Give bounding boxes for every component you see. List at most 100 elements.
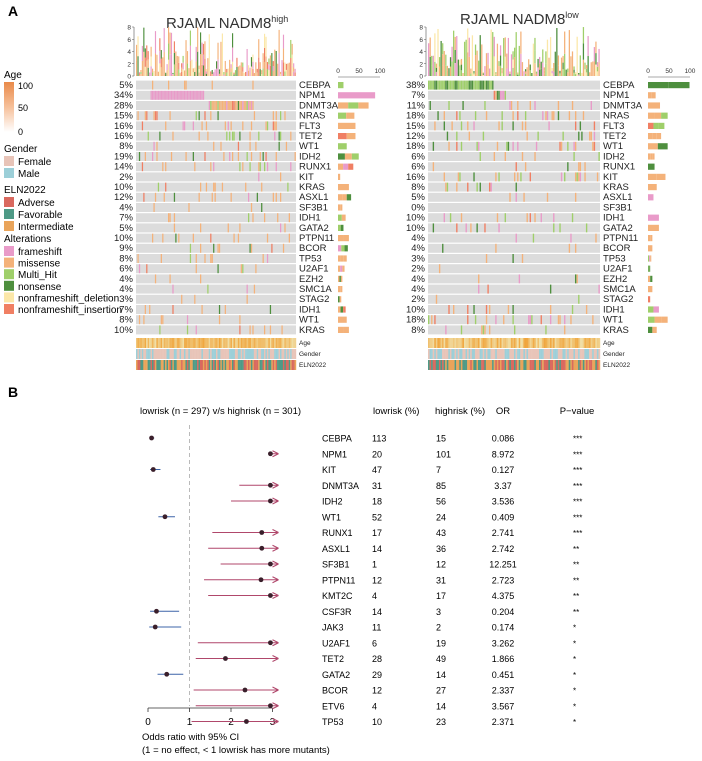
- annotation-cell-eln2022: [432, 360, 435, 370]
- annotation-cell-age: [200, 338, 202, 348]
- mutation-cell: [573, 152, 575, 161]
- annotation-cell-age: [571, 338, 574, 348]
- mutation-cell: [242, 101, 244, 110]
- sample-count-bar: [501, 68, 503, 71]
- annotation-cell-age: [223, 338, 225, 348]
- annotation-cell-gender: [140, 349, 143, 359]
- annotation-cell-age: [474, 338, 477, 348]
- sample-count-bar: [208, 34, 210, 56]
- sample-count-bar: [160, 50, 162, 59]
- age-tick-50: 50: [18, 103, 28, 113]
- sample-count-bar: [438, 66, 441, 76]
- ci-arrow-kmt2c: [272, 592, 279, 599]
- gene-frequency-bar: [648, 255, 650, 262]
- annotation-cell-gender: [488, 349, 491, 359]
- annotation-cell-age: [509, 338, 512, 348]
- mutation-cell: [520, 172, 522, 182]
- mutation-cell: [153, 111, 155, 121]
- sample-count-bar: [471, 35, 474, 76]
- sample-count-bar: [507, 37, 510, 76]
- mutation-cell: [553, 223, 555, 233]
- annotation-cell-eln2022: [592, 360, 594, 370]
- gene-percent: 2%: [119, 172, 133, 183]
- annotation-cell-eln2022: [147, 360, 150, 370]
- annotation-cell-gender: [509, 349, 512, 359]
- gene-frequency-bar: [343, 255, 347, 262]
- sample-count-bar: [264, 61, 266, 76]
- mutation-cell: [540, 213, 542, 223]
- sample-count-bar: [274, 49, 276, 76]
- gene-name: IDH2: [603, 151, 625, 162]
- mutation-cell: [144, 152, 146, 161]
- mutation-cell: [200, 182, 202, 192]
- mutation-cell: [568, 243, 571, 253]
- mutation-cell: [278, 141, 280, 151]
- mutation-cell: [462, 101, 464, 110]
- annotation-cell-gender: [160, 349, 163, 359]
- sample-count-bar: [467, 28, 469, 53]
- mutation-cell: [443, 111, 445, 121]
- ci-arrow-u2af1: [272, 639, 279, 647]
- mutation-cell: [236, 101, 238, 110]
- gene-name: U2AF1: [299, 264, 329, 275]
- annotation-cell-eln2022: [518, 360, 521, 370]
- annotation-cell-gender: [479, 349, 482, 359]
- sample-count-bar: [535, 71, 538, 74]
- annotation-cell-age: [234, 338, 237, 348]
- annotation-cell-gender: [266, 349, 269, 359]
- sample-count-bar: [217, 59, 219, 76]
- mutation-cell: [173, 213, 176, 223]
- gene-frequency-bar: [661, 112, 668, 119]
- sample-count-bar: [179, 72, 181, 74]
- mutation-cell: [460, 121, 463, 131]
- annotation-cell-age: [189, 338, 192, 348]
- mutation-cell: [488, 80, 491, 90]
- mutation-cell: [490, 80, 492, 90]
- annotation-cell-gender: [524, 349, 527, 359]
- sample-count-bar: [232, 47, 234, 62]
- gene-frequency-bar: [344, 245, 348, 252]
- mutation-cell: [443, 121, 445, 131]
- sample-count-bar: [140, 69, 142, 72]
- mutation-cell: [288, 233, 290, 243]
- annotation-cell-age: [496, 338, 499, 348]
- annotation-cell-eln2022: [434, 360, 437, 370]
- gene-row-background: [136, 305, 296, 314]
- annotation-cell-age: [191, 338, 193, 348]
- mutation-cell: [445, 80, 447, 90]
- annotation-cell-eln2022: [429, 360, 432, 370]
- annotation-cell-eln2022: [202, 360, 205, 370]
- mutation-cell: [451, 80, 453, 90]
- sample-count-bar: [291, 43, 293, 55]
- sample-count-bar: [245, 71, 247, 76]
- annotation-cell-age: [256, 338, 259, 348]
- mutation-cell: [526, 213, 528, 223]
- gene-name: KRAS: [299, 182, 325, 193]
- mutation-cell: [542, 111, 544, 121]
- annotation-cell-eln2022: [237, 360, 240, 370]
- gene-percent: 6%: [411, 151, 425, 162]
- gene-row-background: [136, 131, 296, 141]
- annotation-cell-eln2022: [574, 360, 577, 370]
- mutation-cell: [210, 162, 212, 172]
- annotation-cell-gender: [448, 349, 451, 359]
- sample-count-bar: [498, 71, 500, 76]
- annotation-cell-eln2022: [473, 360, 476, 370]
- sample-count-bar: [172, 74, 174, 76]
- mutation-cell: [493, 152, 496, 161]
- sample-count-bar: [259, 62, 261, 70]
- annotation-cell-age: [249, 338, 252, 348]
- annotation-cell-gender: [137, 349, 140, 359]
- sample-count-bar: [160, 67, 162, 76]
- mutation-cell: [585, 305, 588, 314]
- gene-frequency-bar: [648, 92, 652, 99]
- sample-count-bar: [144, 66, 146, 76]
- mutation-cell: [459, 111, 461, 121]
- sample-count-bar: [520, 31, 522, 54]
- forest-lowrisk: 20: [372, 449, 382, 459]
- sample-count-bar: [537, 67, 539, 76]
- mutation-cell: [448, 80, 450, 90]
- mutation-cell: [195, 90, 197, 100]
- gene-name: WT1: [299, 141, 319, 152]
- mutation-cell: [474, 315, 477, 325]
